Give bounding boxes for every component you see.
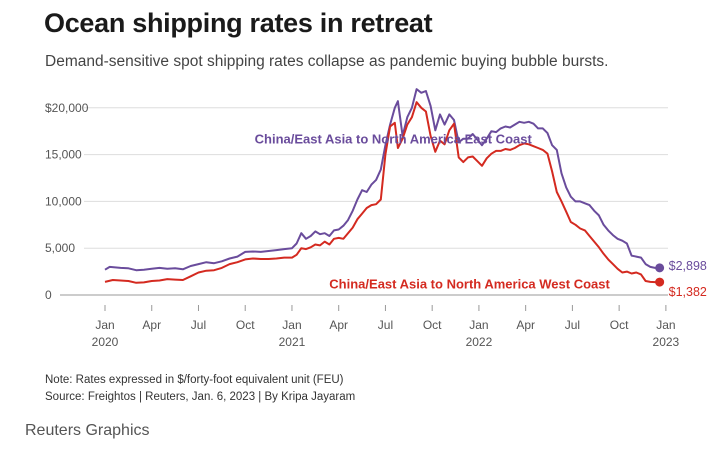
y-tick-label-1: 5,000	[45, 241, 75, 255]
x-tick-year-12: 2023	[653, 335, 680, 349]
series-name-label-1: China/East Asia to North America West Co…	[329, 276, 610, 291]
x-tick-label-1: Apr	[142, 318, 161, 332]
y-tick-label-4: $20,000	[45, 101, 89, 115]
gridlines	[60, 107, 668, 296]
x-tick-label-8: Jan	[469, 318, 488, 332]
y-tick-label-0: 0	[45, 288, 52, 302]
x-tick-label-2: Jul	[191, 318, 206, 332]
x-tick-label-6: Jul	[378, 318, 393, 332]
series-end-dot-0	[655, 263, 665, 273]
series-labels: $2,898 China/East Asia to North America E…	[255, 131, 707, 299]
y-tick-label-3: 15,000	[45, 148, 82, 162]
x-tick-label-11: Oct	[610, 318, 629, 332]
brand-logo-text: Reuters Graphics	[25, 422, 150, 439]
chart-subtitle: Demand-sensitive spot shipping rates col…	[45, 53, 609, 70]
y-tick-label-2: 10,000	[45, 194, 82, 208]
x-tick-label-4: Jan	[282, 318, 301, 332]
x-tick-label-5: Apr	[329, 318, 348, 332]
series-end-label-1: $1,382	[669, 285, 707, 299]
x-tick-label-12: Jan	[656, 318, 675, 332]
series-end-dot-1	[655, 277, 665, 287]
x-tick-label-9: Apr	[516, 318, 535, 332]
x-tick-label-7: Oct	[423, 318, 442, 332]
x-tick-year-8: 2022	[466, 335, 493, 349]
series-line-1	[104, 101, 660, 284]
source-line: Source: Freightos | Reuters, Jan. 6, 202…	[45, 391, 356, 403]
x-tick-label-3: Oct	[236, 318, 255, 332]
series-line-0	[104, 88, 660, 272]
series-end-label-0: $2,898	[669, 259, 707, 273]
x-tick-year-4: 2021	[279, 335, 306, 349]
x-tick-year-0: 2020	[92, 335, 119, 349]
x-axis: Jan 2020 Apr Jul Oct Jan 2021 Apr Jul Oct Jan 2022 A…	[92, 305, 680, 349]
series-name-label-0: China/East Asia to North America East Co…	[255, 131, 533, 146]
x-tick-label-10: Jul	[565, 318, 580, 332]
chart-title: Ocean shipping rates in retreat	[44, 8, 433, 38]
y-axis-tick-labels: 0 5,000 10,000 15,000 $20,000	[45, 101, 89, 302]
footnote: Note: Rates expressed in $/forty-foot eq…	[45, 374, 344, 386]
series-lines	[104, 88, 665, 287]
x-tick-label-0: Jan	[95, 318, 114, 332]
